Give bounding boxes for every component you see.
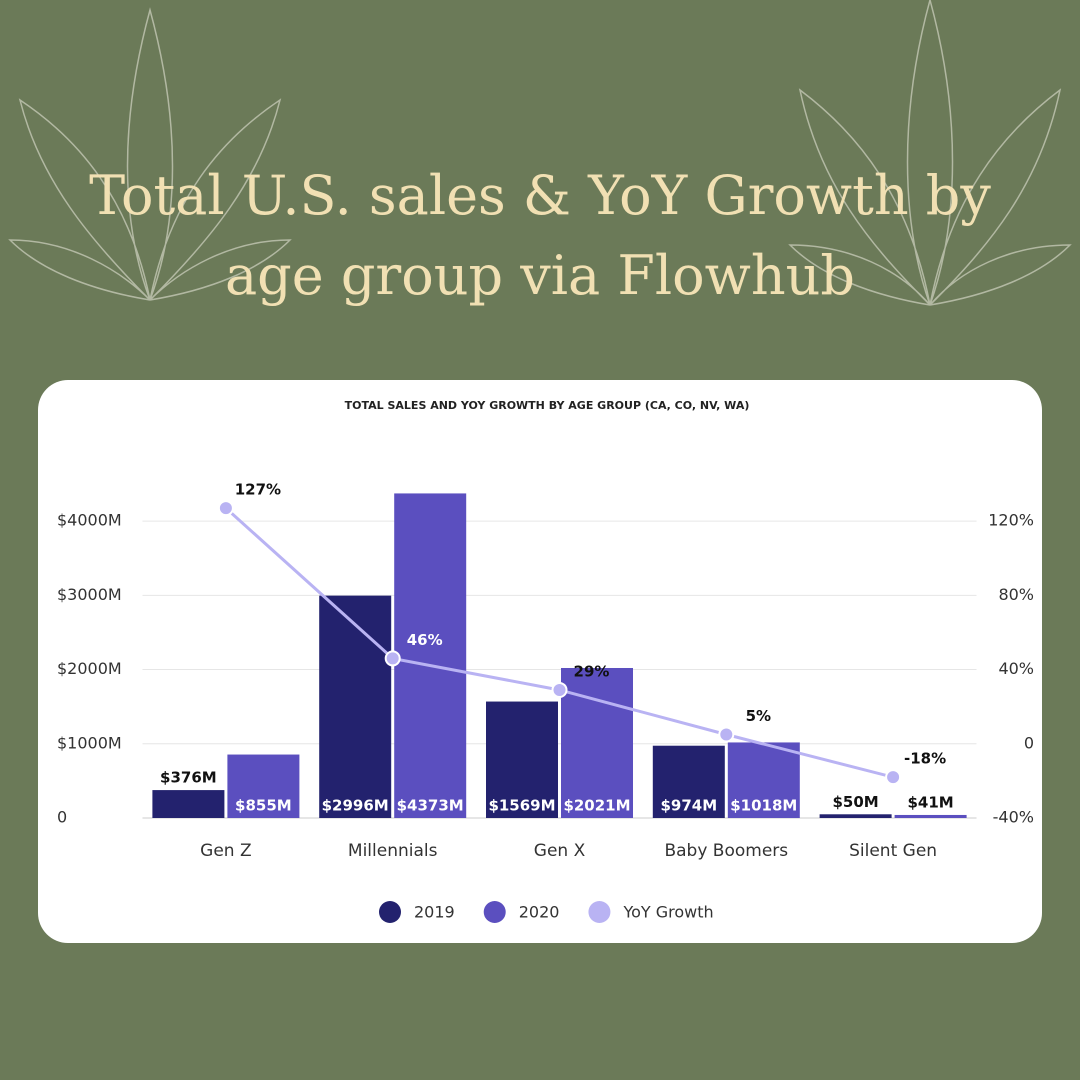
growth-label: 29%: [574, 662, 610, 680]
bar: [561, 667, 633, 818]
value-label: $50M: [832, 793, 878, 811]
legend-swatch: [588, 901, 611, 923]
y2-tick-label: 0: [1024, 733, 1034, 752]
bar: [152, 790, 225, 818]
legend-label: 2020: [519, 903, 560, 922]
x-tick-label: Millennials: [348, 841, 438, 861]
value-label: $4373M: [397, 797, 464, 815]
value-label: $2021M: [563, 797, 630, 815]
y2-tick-label: 40%: [998, 659, 1034, 678]
y-tick-label: $4000M: [57, 511, 122, 530]
y-tick-label: 0: [57, 808, 67, 827]
growth-point: [718, 726, 735, 743]
y-tick-label: $2000M: [57, 659, 122, 678]
leaf-decoration: [8, 0, 1072, 306]
growth-label: 5%: [746, 707, 771, 725]
growth-point: [551, 681, 568, 698]
growth-point: [885, 769, 902, 786]
growth-point: [217, 500, 234, 517]
x-tick-label: Gen Z: [200, 841, 251, 861]
value-label: $2996M: [322, 797, 389, 815]
y2-tick-label: 120%: [988, 511, 1034, 530]
value-label: $1569M: [488, 797, 555, 815]
legend-label: YoY Growth: [622, 903, 713, 922]
y2-tick-label: -40%: [993, 808, 1034, 827]
bar: [727, 742, 800, 818]
bar: [227, 754, 300, 818]
legend-swatch: [379, 901, 401, 923]
headline: Total U.S. sales & YoY Growth by: [89, 164, 991, 227]
legend-label: 2019: [414, 903, 455, 922]
bar: [486, 701, 558, 818]
y-tick-label: $3000M: [57, 585, 122, 604]
headline: age group via Flowhub: [225, 244, 855, 307]
growth-label: 127%: [235, 481, 281, 499]
chart-title: TOTAL SALES AND YOY GROWTH BY AGE GROUP …: [345, 399, 750, 412]
bar: [894, 814, 967, 818]
growth-label: -18%: [904, 750, 946, 768]
y2-tick-label: 80%: [998, 585, 1034, 604]
value-label: $855M: [235, 797, 292, 815]
bar: [652, 745, 725, 818]
value-label: $1018M: [730, 797, 797, 815]
bar: [319, 595, 392, 818]
value-label: $974M: [660, 797, 717, 815]
bar: [819, 814, 892, 818]
x-tick-label: Baby Boomers: [664, 841, 788, 861]
legend-swatch: [483, 901, 506, 923]
y-tick-label: $1000M: [57, 733, 122, 752]
value-label: $376M: [160, 769, 217, 787]
x-tick-label: Silent Gen: [849, 841, 937, 861]
bar: [394, 493, 467, 818]
growth-label: 46%: [407, 631, 443, 649]
x-tick-label: Gen X: [534, 841, 586, 861]
value-label: $41M: [907, 793, 953, 811]
growth-point: [384, 650, 401, 667]
